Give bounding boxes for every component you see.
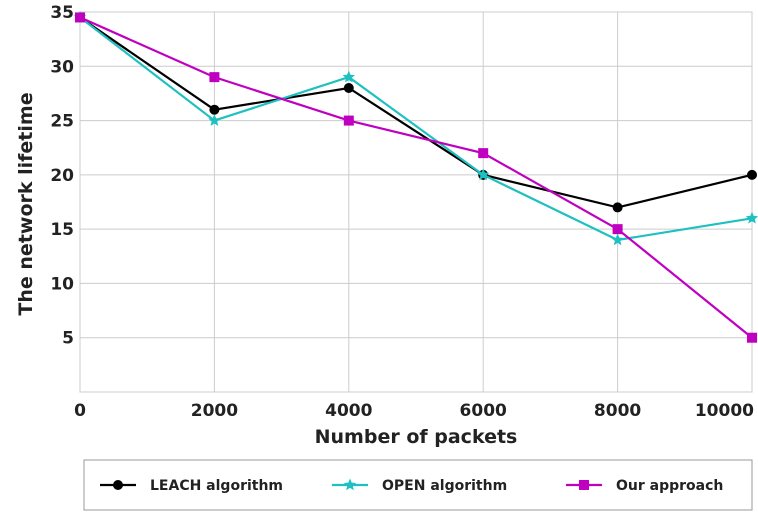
data-point (209, 72, 220, 83)
data-point (745, 211, 758, 224)
data-point (478, 148, 489, 159)
series-line (79, 16, 753, 339)
data-point (343, 478, 357, 491)
series (75, 12, 757, 343)
series-line (79, 16, 753, 209)
legend-box (83, 459, 753, 511)
series-line (79, 16, 753, 242)
x-tick-label: 10000 (695, 401, 754, 421)
series-layer (73, 10, 758, 343)
data-point (579, 480, 589, 490)
y-tick-label: 30 (50, 57, 74, 77)
x-tick-label: 2000 (191, 401, 238, 421)
x-tick-label: 0 (74, 401, 86, 421)
plot-border (79, 11, 753, 393)
legend-item: LEACH algorithm (100, 478, 283, 494)
y-tick-label: 10 (50, 274, 74, 294)
x-tick-label: 6000 (460, 401, 507, 421)
y-tick-label: 5 (62, 329, 74, 349)
data-point (611, 233, 624, 246)
legend-item: Our approach (566, 478, 723, 494)
x-axis-title: Number of packets (315, 426, 518, 448)
x-tick-label: 4000 (325, 401, 372, 421)
data-point (343, 115, 354, 126)
y-axis-title: The network lifetime (15, 92, 37, 315)
data-point (113, 480, 123, 490)
y-tick-label: 35 (50, 3, 74, 23)
legend-item: OPEN algorithm (332, 478, 507, 494)
y-tick-label: 25 (50, 112, 74, 132)
data-point (477, 168, 490, 181)
data-point (747, 332, 757, 343)
data-point (342, 70, 355, 83)
data-point (208, 114, 221, 126)
data-point (343, 83, 354, 93)
x-tick-label: 8000 (594, 401, 641, 421)
plot-area (80, 12, 752, 392)
tick-labels: 0 2000 4000 6000 8000 10000 5 10 15 20 25 30 35 (50, 3, 754, 421)
legend-label: OPEN algorithm (382, 478, 507, 494)
data-point (75, 12, 85, 23)
data-point (612, 202, 623, 213)
legend-label: Our approach (616, 478, 723, 494)
data-point (612, 224, 623, 235)
legend-label: LEACH algorithm (150, 478, 283, 494)
y-tick-label: 20 (50, 166, 74, 186)
data-point (209, 104, 220, 115)
legend: LEACH algorithm OPEN algorithm Our approac… (83, 459, 753, 511)
data-point (747, 169, 757, 180)
y-tick-label: 15 (50, 220, 74, 240)
